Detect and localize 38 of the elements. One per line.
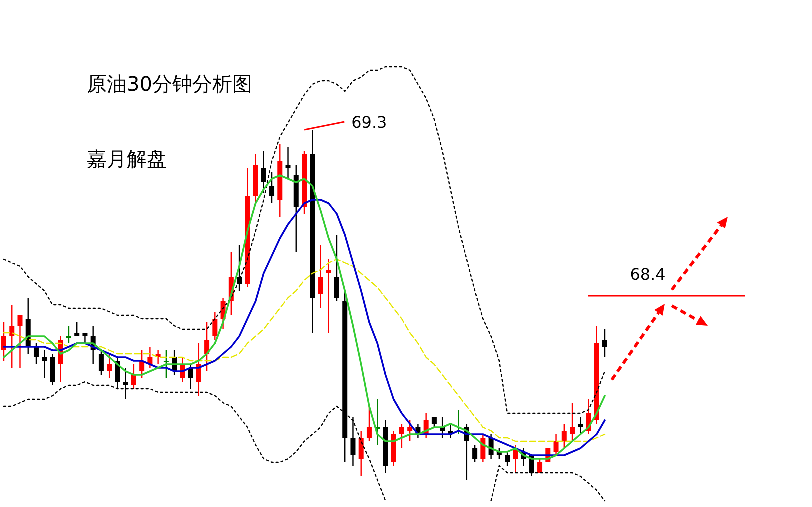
candlestick <box>261 150 266 194</box>
candlestick <box>554 434 559 456</box>
candlestick <box>562 423 567 450</box>
chart-title: 原油30分钟分析图 <box>87 72 252 96</box>
candlestick <box>350 416 356 467</box>
candlestick <box>334 234 340 302</box>
candlestick <box>399 423 404 450</box>
candlestick <box>318 244 324 310</box>
candlestick <box>204 322 210 372</box>
candlestick <box>408 420 413 442</box>
candlestick <box>270 171 275 204</box>
candlestick <box>212 311 218 341</box>
candlestick <box>326 258 332 334</box>
text: 嘉月解盘 <box>87 147 167 171</box>
candlestick <box>107 353 112 380</box>
candlestick <box>2 322 6 362</box>
candlestick <box>34 342 39 366</box>
candlestick <box>480 434 486 464</box>
candlestick <box>538 458 543 474</box>
candlestick <box>432 416 437 428</box>
annotation: 69.3 <box>352 113 388 132</box>
candlestick <box>131 364 136 390</box>
candlestick <box>570 402 576 442</box>
candlestick <box>286 146 291 180</box>
candlestick <box>505 451 510 467</box>
candlestick <box>66 325 72 344</box>
candlestick <box>74 322 80 338</box>
text: 68.4 <box>630 265 666 284</box>
candlestick <box>18 314 23 369</box>
candlestick <box>10 304 15 369</box>
candlestick <box>602 328 608 358</box>
candlestick <box>82 332 88 344</box>
candlestick <box>578 416 584 436</box>
candlestick <box>164 350 169 380</box>
candlestick <box>42 350 48 380</box>
candlestick <box>358 430 364 478</box>
candlestick <box>472 444 478 464</box>
candlestick <box>98 350 104 376</box>
